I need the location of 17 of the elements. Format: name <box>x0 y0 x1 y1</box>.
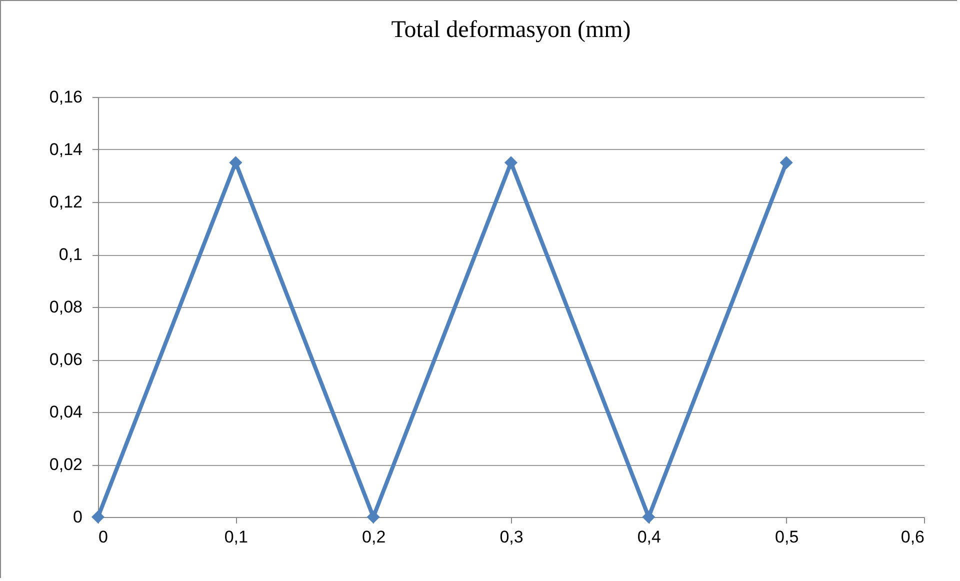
y-tick-label: 0,14 <box>49 140 82 159</box>
x-tick-label: 0,2 <box>362 528 386 546</box>
y-tick-label: 0,04 <box>49 402 82 422</box>
x-tick-label: 0,3 <box>500 528 524 546</box>
x-tick-label: 0 <box>98 528 108 546</box>
y-tick-label: 0,12 <box>49 192 82 212</box>
y-tick-label: 0,16 <box>49 88 82 106</box>
y-tick-label: 0,08 <box>49 298 82 316</box>
y-tick-label: 0,1 <box>58 245 82 264</box>
y-tick-label: 0,02 <box>49 455 82 474</box>
y-tick-label: 0 <box>73 508 82 526</box>
x-tick-label: 0,4 <box>637 528 661 546</box>
x-tick-label: 0,5 <box>775 528 799 546</box>
y-tick-label: 0,06 <box>49 350 82 369</box>
x-tick-label: 0,6 <box>900 528 924 546</box>
x-tick-label: 0,1 <box>224 528 248 546</box>
chart-title: Total deformasyon (mm) <box>391 17 631 43</box>
